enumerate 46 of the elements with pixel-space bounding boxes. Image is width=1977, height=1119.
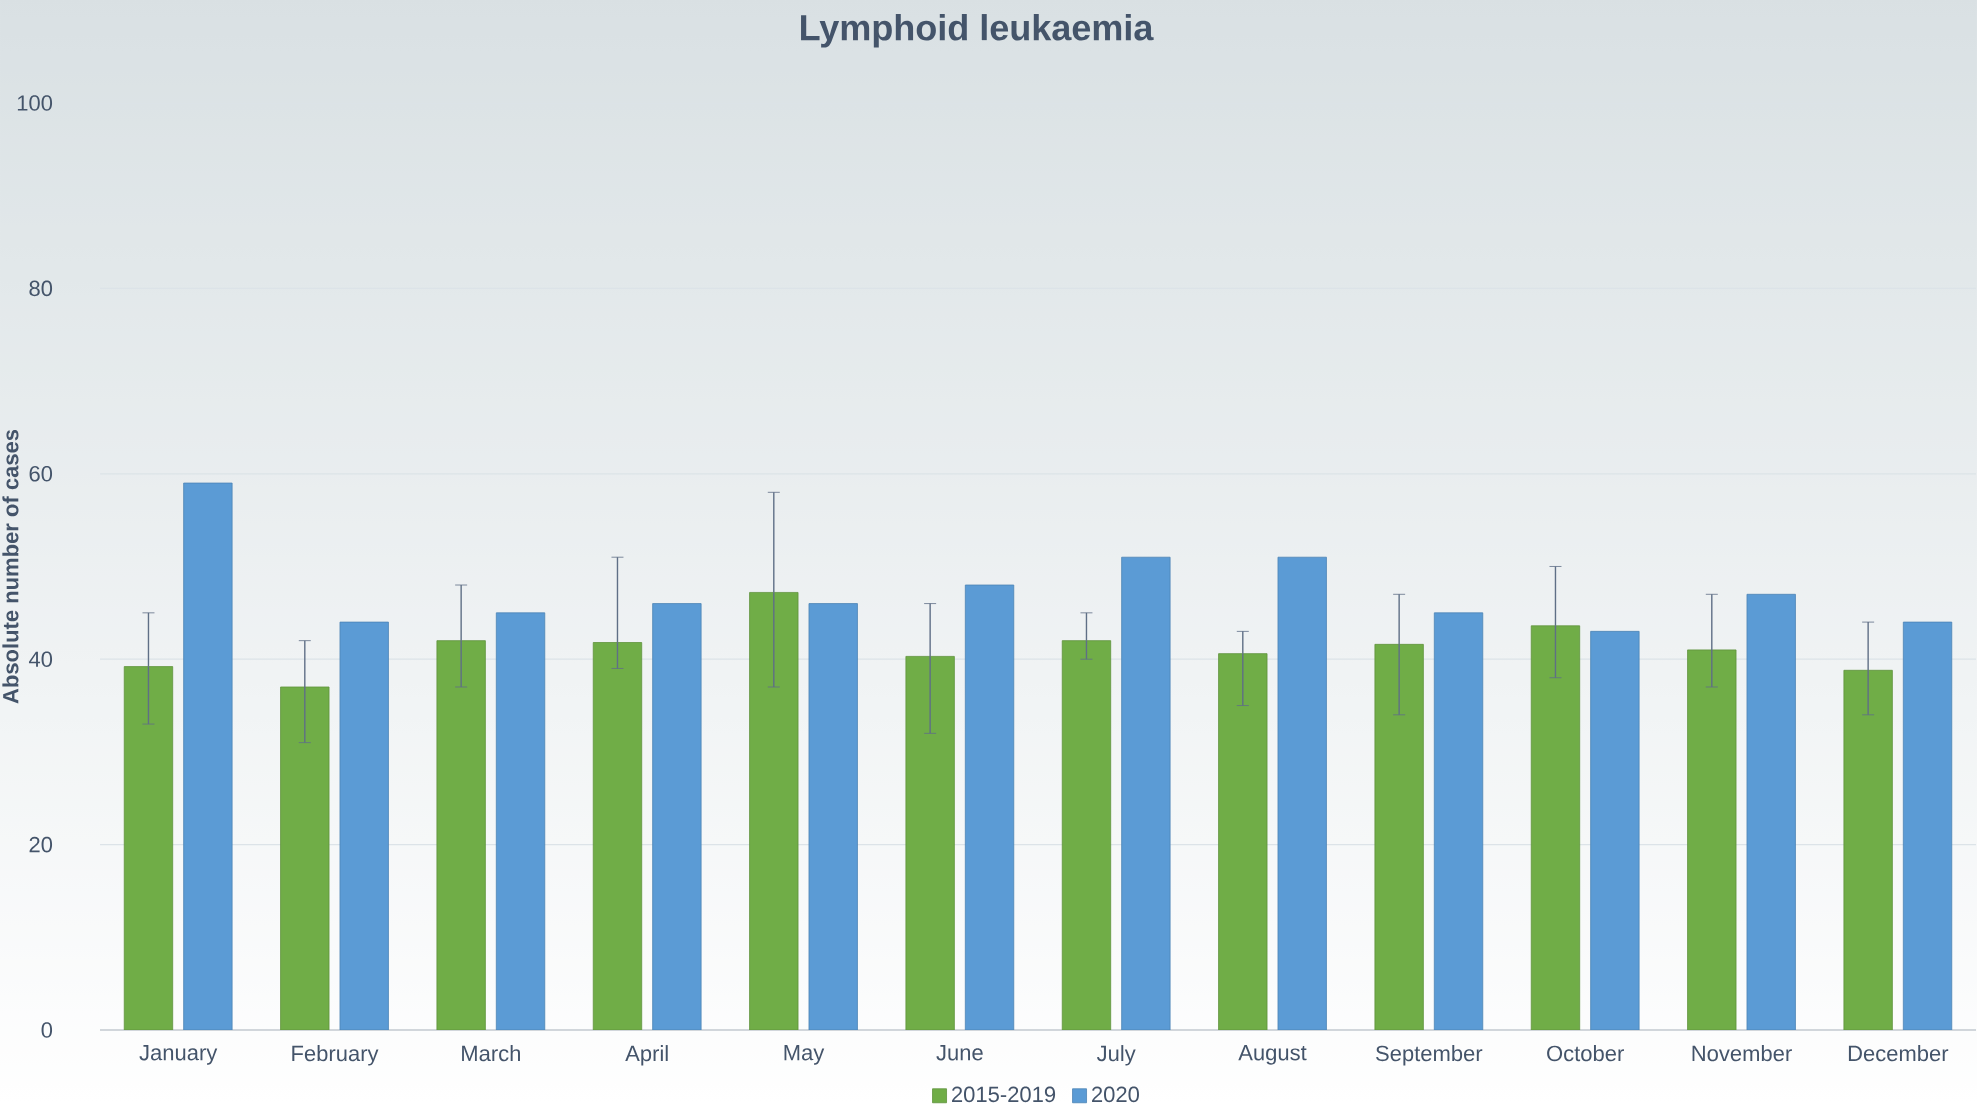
y-tick-label: 40 <box>28 651 53 667</box>
bar <box>808 603 858 1030</box>
chart-title: Lymphoid leukaemia <box>801 14 1154 48</box>
x-tick-label: September <box>1376 1045 1483 1066</box>
y-tick-label: 100 <box>17 95 53 111</box>
bar <box>1687 649 1737 1030</box>
y-axis-title: Absolute number of cases <box>2 429 19 704</box>
bar <box>652 603 702 1030</box>
x-tick-label: April <box>625 1045 668 1066</box>
bar <box>183 482 233 1030</box>
y-tick-label: 80 <box>29 280 53 297</box>
bar <box>280 686 330 1030</box>
bar <box>964 584 1015 1030</box>
x-tick-label: January <box>139 1045 218 1065</box>
x-tick-label: October <box>1547 1045 1624 1062</box>
y-tick-label: 20 <box>29 836 53 853</box>
bar <box>123 666 174 1030</box>
x-tick-label: February <box>292 1045 379 1066</box>
y-tick-label: 60 <box>29 466 53 482</box>
bar <box>1433 612 1484 1030</box>
x-tick-label: March <box>462 1045 520 1062</box>
y-tick-label: 0 <box>41 1022 53 1038</box>
bar <box>1590 630 1640 1030</box>
bar <box>1374 643 1424 1030</box>
x-tick-label: December <box>1848 1045 1949 1062</box>
bar <box>1746 593 1796 1030</box>
x-tick-label: June <box>936 1045 983 1061</box>
bar <box>905 656 955 1030</box>
bar <box>1061 640 1112 1030</box>
bar <box>1121 556 1171 1030</box>
bar <box>1530 625 1581 1030</box>
bar <box>1218 653 1268 1030</box>
bar <box>495 612 546 1030</box>
bar <box>749 592 799 1030</box>
bar <box>436 640 486 1030</box>
bar <box>1902 621 1953 1030</box>
x-tick-label: May <box>784 1045 825 1065</box>
x-tick-label: August <box>1238 1045 1307 1065</box>
x-tick-label: November <box>1692 1045 1792 1062</box>
bar <box>1843 669 1893 1030</box>
legend-label: 2015-2019 <box>952 1086 1056 1103</box>
bar <box>1277 556 1327 1030</box>
legend-label: 2020 <box>1092 1086 1139 1103</box>
x-tick-label: July <box>1096 1045 1136 1066</box>
bar <box>592 642 643 1030</box>
bar <box>339 621 389 1030</box>
